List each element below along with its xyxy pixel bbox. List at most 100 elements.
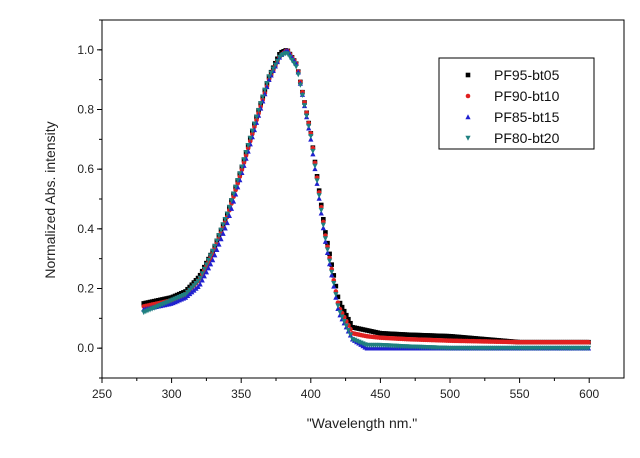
data-point <box>245 143 251 149</box>
x-tick-label: 400 <box>301 387 321 401</box>
data-point <box>197 272 203 278</box>
legend-label: PF95-bt05 <box>494 67 560 83</box>
data-point <box>216 241 222 247</box>
data-point <box>291 61 297 67</box>
x-tick-label: 600 <box>579 387 599 401</box>
data-point <box>220 230 226 236</box>
data-point <box>205 265 212 271</box>
data-point <box>285 51 291 57</box>
data-point <box>306 123 312 129</box>
legend-item: PF95-bt05 <box>465 67 560 83</box>
data-point <box>322 236 329 242</box>
data-point <box>210 248 216 255</box>
data-point <box>329 269 335 275</box>
data-point <box>239 167 245 173</box>
data-point <box>341 308 347 314</box>
data-point <box>335 294 341 300</box>
data-point <box>212 252 218 258</box>
data-point <box>214 246 220 253</box>
data-point <box>264 81 270 87</box>
data-point <box>316 193 322 199</box>
data-point <box>253 114 260 120</box>
data-point <box>326 258 333 264</box>
data-point <box>314 178 320 184</box>
data-point <box>203 262 209 268</box>
x-tick-label: 450 <box>370 387 390 401</box>
data-point <box>228 205 235 211</box>
data-point <box>308 134 314 140</box>
data-point <box>341 319 347 325</box>
legend-label: PF90-bt10 <box>494 88 560 104</box>
data-point <box>252 124 257 130</box>
legend-marker <box>465 135 471 141</box>
x-tick-label: 300 <box>162 387 182 401</box>
data-point <box>249 128 255 134</box>
legend-label: PF80-bt20 <box>494 130 560 146</box>
y-tick-label: 0.0 <box>77 341 94 355</box>
data-point <box>201 266 207 272</box>
data-point <box>339 314 345 320</box>
data-point <box>250 131 255 137</box>
data-point <box>331 280 337 287</box>
data-point <box>295 72 301 78</box>
legend-marker <box>465 93 471 99</box>
data-point <box>220 222 226 228</box>
data-point <box>237 174 243 179</box>
data-point <box>233 184 239 190</box>
data-point <box>346 316 351 322</box>
data-point <box>230 198 237 204</box>
data-point <box>218 227 224 233</box>
data-point <box>312 163 318 169</box>
y-tick-label: 0.6 <box>77 162 94 176</box>
legend-item: PF85-bt15 <box>465 109 560 125</box>
data-point <box>289 57 295 64</box>
data-point <box>245 145 251 151</box>
series-layer <box>141 48 592 351</box>
data-point <box>318 207 324 213</box>
data-point <box>216 233 222 239</box>
data-point <box>224 220 230 226</box>
legend-box <box>438 57 595 150</box>
data-point <box>243 150 249 156</box>
data-point <box>348 320 353 326</box>
data-point <box>237 171 243 177</box>
data-point <box>233 191 239 197</box>
y-tick-label: 0.2 <box>77 282 94 296</box>
data-point <box>297 82 303 88</box>
y-tick-label: 0.8 <box>77 103 94 117</box>
x-axis-title: "Wavelength nm." <box>307 415 418 431</box>
data-point <box>327 251 332 257</box>
data-point <box>195 278 201 284</box>
data-point <box>224 211 230 217</box>
data-point <box>226 212 232 219</box>
data-point <box>241 157 247 163</box>
data-point <box>343 323 349 329</box>
x-tick-label: 350 <box>231 387 251 401</box>
y-axis-title: Normalized Abs. intensity <box>42 121 58 278</box>
data-point <box>247 135 253 141</box>
data-point <box>199 268 205 274</box>
data-point <box>337 310 343 316</box>
legend-item: PF80-bt20 <box>465 130 560 146</box>
data-point <box>301 103 308 109</box>
y-tick-label: 1.0 <box>77 43 94 57</box>
data-point <box>214 238 220 244</box>
data-point <box>228 198 235 204</box>
data-point <box>205 257 212 263</box>
data-point <box>262 87 268 93</box>
data-point <box>199 277 205 283</box>
data-point <box>260 94 266 100</box>
data-point <box>218 236 224 242</box>
data-point <box>258 101 264 107</box>
data-point <box>323 230 328 235</box>
data-point <box>331 273 337 278</box>
data-point <box>197 281 203 287</box>
data-point <box>333 292 339 298</box>
data-point <box>335 303 341 309</box>
data-point <box>239 164 245 170</box>
data-point <box>343 312 349 318</box>
legend-label: PF85-bt15 <box>494 109 560 125</box>
data-point <box>345 327 351 334</box>
data-point <box>226 204 232 211</box>
